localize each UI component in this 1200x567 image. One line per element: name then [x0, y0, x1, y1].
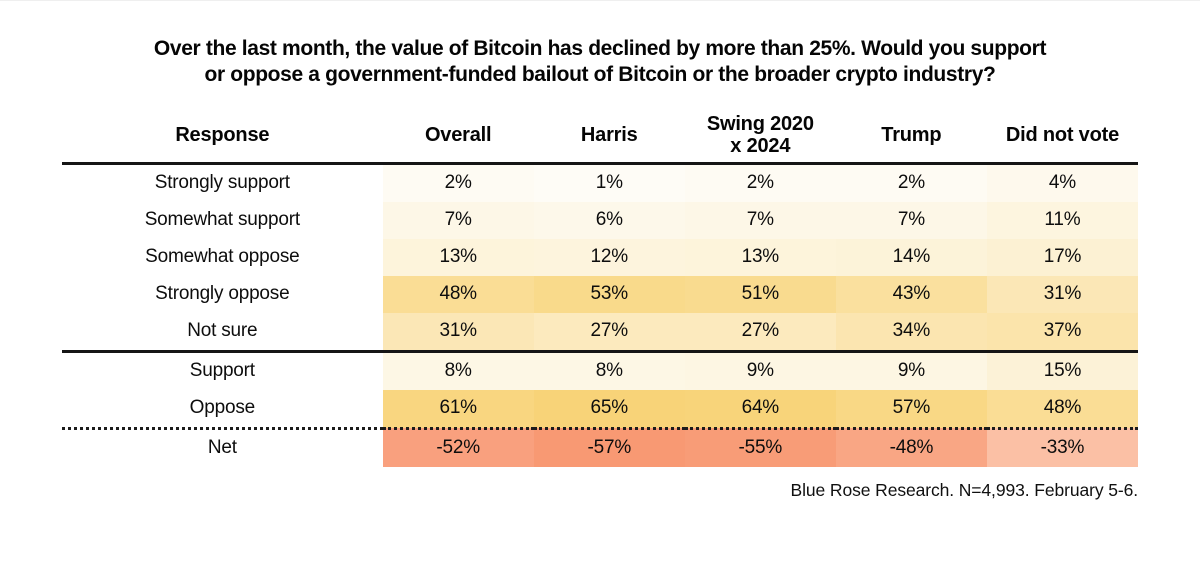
value-cell: 13% — [382, 238, 534, 276]
row-label: Strongly oppose — [62, 275, 383, 313]
value-cell: 53% — [533, 275, 685, 313]
column-header-trump: Trump — [835, 108, 987, 165]
source-note: Blue Rose Research. N=4,993. February 5-… — [790, 479, 1139, 500]
value-cell: 61% — [382, 389, 534, 430]
value-cell: 48% — [986, 389, 1138, 430]
value-cell: 2% — [835, 163, 987, 202]
value-cell: 7% — [382, 201, 534, 239]
value-cell: 27% — [684, 312, 836, 353]
page-title: Over the last month, the value of Bitcoi… — [50, 36, 1150, 89]
row-label: Somewhat support — [62, 201, 383, 239]
value-cell: -33% — [986, 428, 1138, 467]
value-cell: 37% — [986, 312, 1138, 353]
value-cell: -52% — [382, 428, 534, 467]
row-label: Net — [62, 428, 383, 467]
table-row-net: Net -52% -57% -55% -48% -33% — [62, 428, 1138, 467]
value-cell: 2% — [684, 163, 836, 202]
row-label: Somewhat oppose — [62, 238, 383, 276]
value-cell: 31% — [382, 312, 534, 353]
value-cell: 65% — [533, 389, 685, 430]
row-label: Support — [62, 351, 383, 390]
value-cell: 4% — [986, 163, 1138, 202]
value-cell: 48% — [382, 275, 534, 313]
value-cell: 8% — [533, 351, 685, 390]
page-title-line-2: or oppose a government-funded bailout of… — [204, 63, 996, 87]
table-row-oppose: Oppose 61% 65% 64% 57% 48% — [62, 389, 1138, 430]
row-label: Strongly support — [62, 163, 383, 202]
column-header-swing: Swing 2020 x 2024 — [684, 108, 836, 165]
table-row-support: Support 8% 8% 9% 9% 15% — [62, 351, 1138, 390]
value-cell: 57% — [835, 389, 987, 430]
column-header-harris: Harris — [533, 108, 685, 165]
table-row-not-sure: Not sure 31% 27% 27% 34% 37% — [62, 312, 1138, 353]
value-cell: 7% — [684, 201, 836, 239]
column-header-overall: Overall — [382, 108, 534, 165]
value-cell: 11% — [986, 201, 1138, 239]
table-row-strongly-oppose: Strongly oppose 48% 53% 51% 43% 31% — [62, 275, 1138, 313]
row-label: Oppose — [62, 389, 383, 430]
value-cell: -48% — [835, 428, 987, 467]
table-row-somewhat-oppose: Somewhat oppose 13% 12% 13% 14% 17% — [62, 238, 1138, 276]
value-cell: 34% — [835, 312, 987, 353]
table-row-strongly-support: Strongly support 2% 1% 2% 2% 4% — [62, 163, 1138, 202]
value-cell: 12% — [533, 238, 685, 276]
row-label: Not sure — [62, 312, 383, 353]
value-cell: 51% — [684, 275, 836, 313]
value-cell: 2% — [382, 163, 534, 202]
table-row-somewhat-support: Somewhat support 7% 6% 7% 7% 11% — [62, 201, 1138, 239]
column-header-did-not-vote: Did not vote — [986, 108, 1138, 165]
value-cell: 17% — [986, 238, 1138, 276]
results-table: Response Overall Harris Swing 2020 x 202… — [62, 108, 1138, 467]
value-cell: 8% — [382, 351, 534, 390]
value-cell: 43% — [835, 275, 987, 313]
value-cell: 31% — [986, 275, 1138, 313]
value-cell: -55% — [684, 428, 836, 467]
value-cell: 13% — [684, 238, 836, 276]
value-cell: 7% — [835, 201, 987, 239]
value-cell: 14% — [835, 238, 987, 276]
page-title-line-1: Over the last month, the value of Bitcoi… — [153, 37, 1047, 60]
value-cell: 27% — [533, 312, 685, 353]
table-header-row: Response Overall Harris Swing 2020 x 202… — [62, 108, 1138, 165]
value-cell: 15% — [986, 351, 1138, 390]
value-cell: -57% — [533, 428, 685, 467]
value-cell: 6% — [533, 201, 685, 239]
value-cell: 64% — [684, 389, 836, 430]
column-header-response: Response — [62, 108, 383, 165]
value-cell: 1% — [533, 163, 685, 202]
value-cell: 9% — [684, 351, 836, 390]
value-cell: 9% — [835, 351, 987, 390]
